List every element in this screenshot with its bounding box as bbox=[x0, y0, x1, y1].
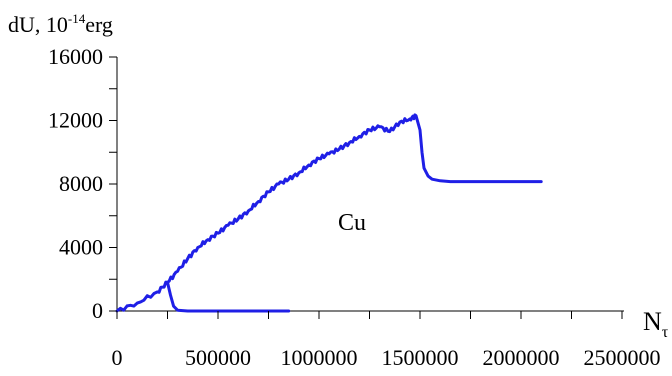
x-tick-label: 0 bbox=[112, 345, 123, 370]
y-tick-label: 8000 bbox=[59, 171, 103, 196]
plot-area bbox=[115, 57, 624, 313]
y-tick-label: 12000 bbox=[48, 108, 103, 133]
y-tick-label: 16000 bbox=[48, 44, 103, 69]
x-tick-label: 500000 bbox=[185, 345, 251, 370]
x-axis-label: Nτ bbox=[643, 307, 669, 341]
series-line-2 bbox=[166, 280, 291, 313]
series-line-1 bbox=[115, 113, 543, 313]
x-tick-label: 1000000 bbox=[281, 345, 358, 370]
y-axis-label: dU, 10-14erg bbox=[8, 11, 113, 37]
annotation-cu: Cu bbox=[338, 210, 366, 236]
y-tick-label: 0 bbox=[92, 298, 103, 323]
y-tick-label: 4000 bbox=[59, 235, 103, 260]
x-tick-label: 2000000 bbox=[483, 345, 560, 370]
x-axis: 0 500000 1000000 1500000 2000000 2500000 bbox=[112, 311, 661, 370]
y-axis: 0 4000 8000 12000 16000 bbox=[48, 44, 117, 323]
x-tick-label: 1500000 bbox=[382, 345, 459, 370]
x-tick-label: 2500000 bbox=[584, 345, 661, 370]
